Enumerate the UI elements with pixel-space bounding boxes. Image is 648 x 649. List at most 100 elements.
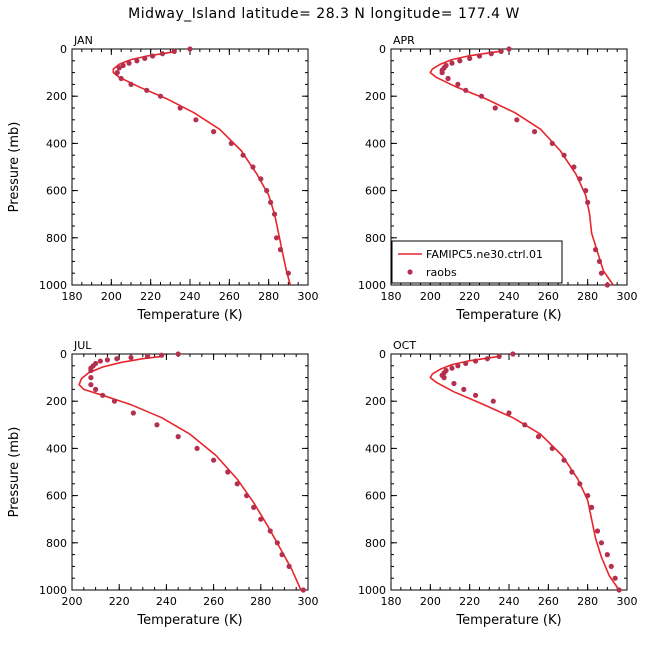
panel-label: OCT (393, 339, 416, 352)
raobs-point (589, 504, 595, 510)
raobs-point (144, 353, 151, 359)
raobs-point (498, 48, 504, 54)
raobs-point (118, 75, 124, 82)
raobs-point (569, 469, 575, 475)
y-tick-label: 200 (365, 90, 386, 103)
panel-apr: 180 200 220 240 260 280 300 0 200 400 600 800 1000 AP… (358, 34, 638, 323)
raobs-point (510, 351, 516, 357)
raobs-point (490, 398, 496, 404)
panel-label: JUL (73, 339, 92, 352)
y-axis-label: Pressure (mb) (7, 122, 22, 213)
raobs-point (616, 587, 622, 593)
panel-jan: 180 200 220 240 260 280 300 0 200 400 600 800 1000 JA… (7, 34, 319, 323)
raobs-point (577, 176, 583, 182)
x-tick-label: 200 (420, 290, 441, 303)
raobs-point (128, 81, 134, 87)
raobs-point (561, 152, 567, 158)
y-tick-label: 400 (365, 442, 386, 455)
x-tick-label: 180 (381, 595, 402, 608)
legend-label-model: FAMIPC5.ne30.ctrl.01 (426, 248, 543, 261)
y-tick-label: 800 (365, 232, 386, 245)
raobs-point (187, 46, 193, 52)
raobs-point (506, 46, 512, 52)
x-axis-label: Temperature (K) (455, 308, 561, 323)
raobs-point (126, 60, 132, 66)
y-tick-label: 1000 (358, 279, 386, 292)
raobs-point (285, 270, 291, 276)
raobs-point (439, 70, 445, 76)
raobs-point (549, 140, 555, 146)
raobs-point (571, 164, 577, 170)
legend-marker-swatch (407, 269, 413, 275)
x-tick-label: 180 (62, 290, 83, 303)
raobs-point (531, 129, 538, 135)
raobs-point (134, 58, 140, 64)
raobs-point (251, 504, 257, 510)
raobs-point (116, 65, 122, 71)
y-tick-label: 1000 (39, 279, 67, 292)
x-axis-label: Temperature (K) (455, 613, 561, 628)
raobs-point (522, 422, 528, 428)
raobs-point (585, 199, 591, 205)
raobs-point (104, 357, 110, 363)
x-tick-label: 240 (499, 595, 520, 608)
raobs-point (279, 552, 285, 558)
raobs-point (598, 540, 605, 546)
raobs-point (244, 493, 250, 499)
raobs-point (171, 48, 177, 54)
y-tick-label: 400 (365, 137, 386, 150)
raobs-point (142, 55, 148, 62)
raobs-point (130, 410, 136, 416)
raobs-point (592, 247, 599, 253)
raobs-point (150, 53, 156, 59)
raobs-point (128, 354, 134, 361)
raobs-point (594, 528, 601, 534)
raobs-point (514, 117, 520, 123)
raobs-point (461, 386, 467, 392)
x-tick-label: 200 (420, 595, 441, 608)
y-tick-label: 600 (365, 490, 386, 503)
raobs-point (114, 70, 120, 76)
x-tick-label: 300 (298, 290, 319, 303)
raobs-point (484, 356, 490, 362)
raobs-point (457, 58, 463, 64)
raobs-point (455, 363, 461, 369)
y-axis-label: Pressure (mb) (7, 427, 22, 518)
raobs-point (88, 375, 94, 381)
y-tick-label: 600 (46, 185, 67, 198)
y-tick-label: 1000 (358, 584, 386, 597)
x-tick-label: 220 (459, 595, 480, 608)
x-tick-label: 260 (538, 290, 559, 303)
raobs-point (277, 247, 284, 253)
plot-frame (390, 353, 628, 591)
raobs-point (211, 457, 217, 463)
raobs-point (97, 358, 103, 364)
raobs-point (596, 258, 603, 264)
raobs-point (608, 563, 614, 570)
raobs-point (267, 528, 273, 534)
y-tick-label: 200 (46, 90, 67, 103)
raobs-point (175, 434, 181, 440)
x-tick-label: 220 (459, 290, 480, 303)
x-tick-label: 260 (203, 595, 224, 608)
raobs-point (535, 434, 542, 440)
raobs-point (286, 563, 292, 570)
y-tick-label: 600 (365, 185, 386, 198)
x-tick-label: 200 (101, 290, 122, 303)
raobs-point (120, 62, 126, 69)
x-tick-label: 280 (250, 595, 271, 608)
raobs-point (467, 55, 473, 62)
raobs-point (561, 457, 567, 463)
x-tick-label: 180 (381, 290, 402, 303)
raobs-point (604, 552, 610, 558)
plot-frame (71, 48, 309, 286)
x-tick-label: 280 (577, 595, 598, 608)
raobs-point (111, 398, 118, 404)
raobs-point (472, 392, 479, 398)
x-tick-label: 240 (180, 290, 201, 303)
raobs-point (455, 81, 461, 87)
raobs-point (264, 188, 270, 194)
raobs-point (274, 540, 280, 546)
x-axis-label: Temperature (K) (136, 613, 242, 628)
raobs-point (604, 282, 610, 288)
